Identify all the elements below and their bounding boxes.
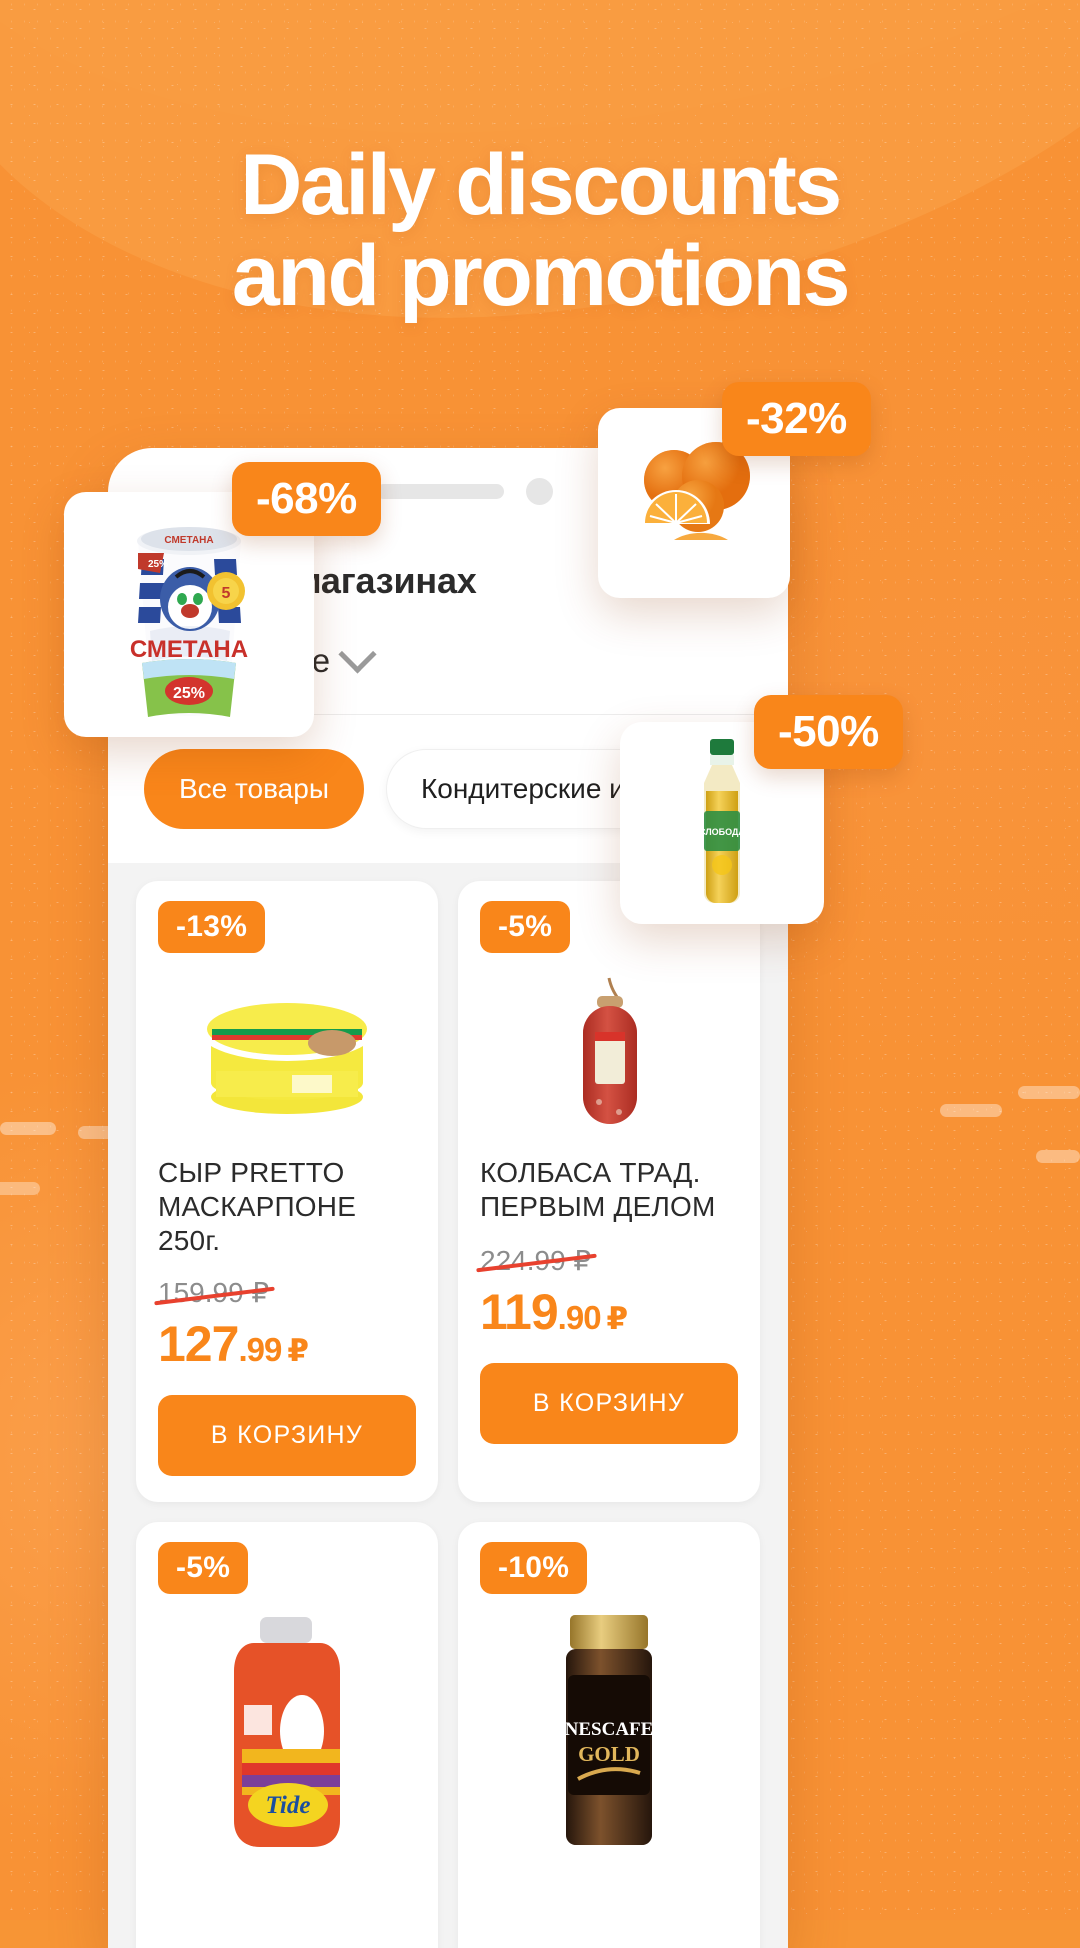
product-price: 127.99 ₽: [158, 1315, 416, 1373]
floating-discount-badge: -32%: [722, 382, 871, 456]
product-card[interactable]: -10% NESCAFE: [458, 1522, 760, 1948]
discount-badge: -5%: [480, 901, 571, 953]
svg-text:5: 5: [221, 585, 230, 602]
decor-dash-right-1: [1018, 1086, 1080, 1099]
phone-speaker-pill: [376, 484, 504, 499]
price-integer: 127: [158, 1316, 239, 1373]
price-cents: .99: [238, 1331, 282, 1369]
discount-badge: -13%: [158, 901, 266, 953]
floating-product-card-smetana: СМЕТАНА 25% 5 СМЕТАНА 25%: [64, 492, 314, 737]
discount-badge: -10%: [480, 1542, 588, 1595]
svg-text:СМЕТАНА: СМЕТАНА: [129, 636, 247, 663]
currency-symbol: ₽: [287, 1333, 309, 1369]
decor-dash-right-3: [1036, 1150, 1080, 1163]
discount-badge: -5%: [158, 1542, 249, 1595]
product-card[interactable]: -5% Tide: [136, 1522, 438, 1948]
product-card[interactable]: -5% К: [458, 881, 760, 1503]
product-old-price: 224.99 ₽: [480, 1245, 592, 1276]
product-card[interactable]: -13% СЫР PRETTO МАСКАРПОНЕ 250г.: [136, 881, 438, 1503]
headline-line-1: Daily discounts: [240, 137, 842, 233]
svg-text:NESCAFE: NESCAFE: [565, 1719, 654, 1740]
phone-status-bar: [108, 448, 788, 534]
chevron-down-icon: [338, 634, 377, 674]
svg-text:GOLD: GOLD: [578, 1742, 640, 1766]
currency-symbol: ₽: [606, 1301, 629, 1336]
product-image-mascarpone: [158, 963, 416, 1138]
product-grid-container: -13% СЫР PRETTO МАСКАРПОНЕ 250г.: [108, 863, 788, 1948]
svg-text:СЛОБОДА: СЛОБОДА: [699, 827, 745, 837]
add-to-cart-button[interactable]: В КОРЗИНУ: [158, 1395, 416, 1477]
product-image-tide: Tide: [158, 1604, 416, 1854]
headline-line-2: and promotions: [231, 228, 851, 325]
decor-dash-left-1: [0, 1122, 56, 1135]
product-name: КОЛБАСА ТРАД. ПЕРВЫМ ДЕЛОМ: [480, 1157, 716, 1223]
price-integer: 119: [480, 1284, 559, 1340]
floating-discount-badge: -68%: [232, 462, 381, 536]
decor-dash-right-2: [940, 1104, 1002, 1117]
add-to-cart-button[interactable]: В КОРЗИНУ: [480, 1363, 738, 1444]
svg-text:25%: 25%: [172, 685, 204, 702]
product-price: 119.90 ₽: [480, 1283, 738, 1341]
decor-dash-left-3: [0, 1182, 40, 1195]
header-divider: [108, 714, 788, 715]
product-image-nescafe: NESCAFE GOLD: [480, 1604, 738, 1854]
chip-all-products[interactable]: Все товары: [144, 749, 364, 829]
svg-text:25%: 25%: [148, 559, 168, 570]
svg-text:СМЕТАНА: СМЕТАНА: [164, 535, 213, 546]
product-image-sausage: [480, 963, 738, 1138]
page-title: Daily discounts and promotions: [0, 137, 1080, 325]
product-name: СЫР PRETTO МАСКАРПОНЕ 250г.: [158, 1157, 357, 1257]
phone-camera-dot: [526, 478, 553, 505]
product-grid: -13% СЫР PRETTO МАСКАРПОНЕ 250г.: [108, 881, 788, 1948]
floating-discount-badge: -50%: [754, 695, 903, 769]
price-cents: .90: [557, 1299, 602, 1336]
svg-text:Tide: Tide: [266, 1792, 311, 1819]
product-old-price: 159.99 ₽: [158, 1277, 270, 1309]
